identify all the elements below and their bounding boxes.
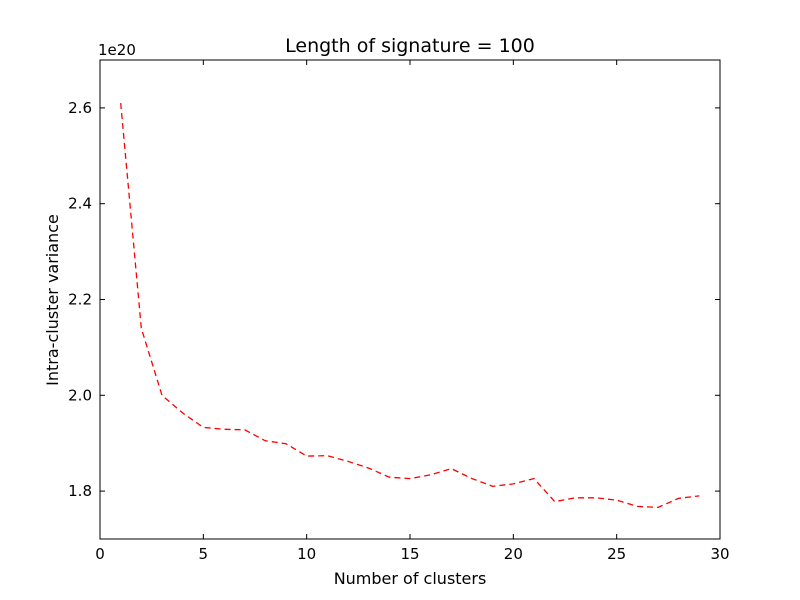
x-tick-label: 25 xyxy=(607,545,626,563)
plot-area xyxy=(100,60,720,539)
y-tick-label: 2.6 xyxy=(68,99,92,117)
y-tick-label: 2.0 xyxy=(68,386,92,404)
x-tick-label: 10 xyxy=(297,545,316,563)
x-axis-label: Number of clusters xyxy=(334,569,487,588)
x-tick-label: 5 xyxy=(199,545,209,563)
x-tick-label: 30 xyxy=(710,545,729,563)
series-layer xyxy=(120,103,700,509)
chart-title: Length of signature = 100 xyxy=(285,35,535,57)
y-tick-label: 1.8 xyxy=(68,482,92,500)
y-axis-scale-label: 1e20 xyxy=(98,41,136,59)
y-tick-label: 2.2 xyxy=(68,291,92,309)
x-tick-label: 20 xyxy=(504,545,523,563)
x-tick-label: 0 xyxy=(95,545,105,563)
y-axis-label: Intra-cluster variance xyxy=(43,214,62,386)
ticks-layer: 0 5 10 15 20 25 30 1.8 2.0 2.2 2.4 2.6 xyxy=(68,60,730,563)
x-tick-label: 15 xyxy=(400,545,419,563)
series-line xyxy=(120,103,700,509)
y-tick-label: 2.4 xyxy=(68,195,92,213)
plot-frame xyxy=(99,59,721,540)
